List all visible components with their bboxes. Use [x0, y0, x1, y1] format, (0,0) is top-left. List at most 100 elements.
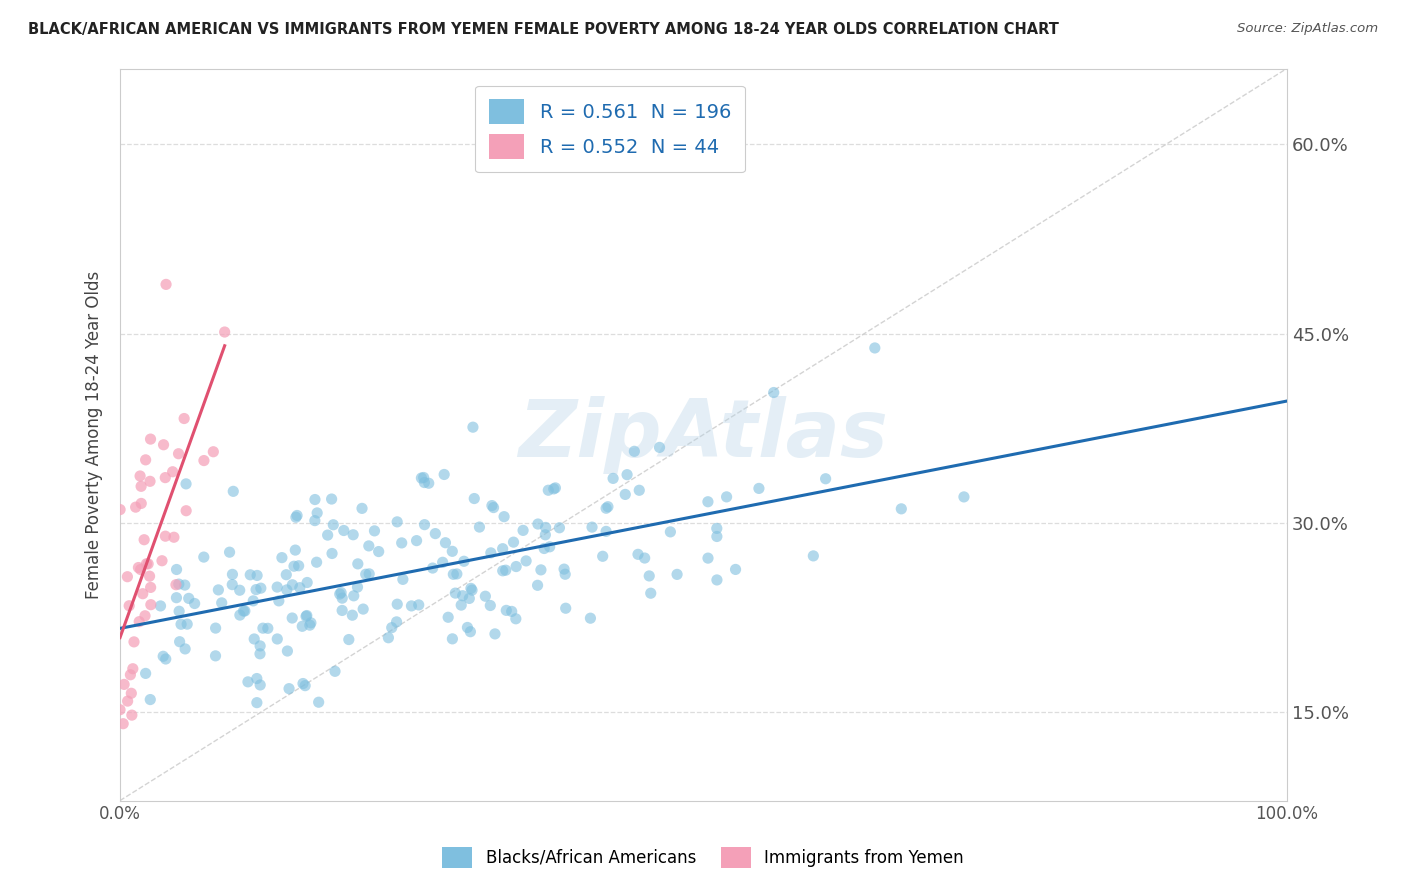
Point [256, 621, 278, 635]
Point [474, 589, 496, 603]
Point [139, 475, 162, 489]
Point [166, 562, 188, 576]
Point [155, 277, 177, 292]
Point [167, 577, 190, 591]
Point [444, 586, 467, 600]
Point [174, 641, 197, 656]
Point [502, 535, 524, 549]
Point [716, 490, 738, 504]
Point [441, 544, 464, 558]
Point [890, 501, 912, 516]
Point [333, 524, 356, 538]
Point [292, 676, 315, 690]
Point [581, 520, 603, 534]
Point [135, 453, 157, 467]
Point [697, 494, 720, 508]
Point [461, 420, 484, 434]
Point [408, 598, 430, 612]
Point [495, 563, 517, 577]
Point [468, 520, 491, 534]
Point [249, 647, 271, 661]
Point [239, 567, 262, 582]
Point [288, 581, 311, 595]
Point [595, 501, 617, 516]
Point [495, 603, 517, 617]
Point [232, 604, 254, 618]
Point [543, 482, 565, 496]
Y-axis label: Female Poverty Among 18-24 Year Olds: Female Poverty Among 18-24 Year Olds [86, 270, 103, 599]
Point [174, 476, 197, 491]
Point [648, 441, 671, 455]
Point [413, 475, 436, 490]
Point [537, 483, 560, 498]
Point [218, 545, 240, 559]
Point [285, 508, 308, 523]
Point [162, 465, 184, 479]
Point [128, 615, 150, 629]
Point [284, 510, 307, 524]
Point [136, 557, 159, 571]
Point [222, 484, 245, 499]
Point [512, 524, 534, 538]
Point [139, 598, 162, 612]
Point [134, 608, 156, 623]
Point [460, 624, 482, 639]
Point [501, 604, 523, 618]
Point [425, 526, 447, 541]
Point [616, 467, 638, 482]
Point [329, 587, 352, 601]
Point [953, 490, 976, 504]
Point [167, 447, 190, 461]
Point [482, 500, 505, 515]
Point [155, 470, 177, 484]
Point [534, 520, 557, 534]
Point [391, 536, 413, 550]
Point [706, 529, 728, 543]
Point [298, 618, 321, 632]
Point [129, 562, 152, 576]
Text: ZipAtlas: ZipAtlas [519, 395, 889, 474]
Point [441, 632, 464, 646]
Point [706, 521, 728, 535]
Point [204, 621, 226, 635]
Point [108, 703, 131, 717]
Point [433, 467, 456, 482]
Point [304, 514, 326, 528]
Point [548, 521, 571, 535]
Point [350, 501, 373, 516]
Point [287, 558, 309, 573]
Point [139, 692, 162, 706]
Point [634, 551, 657, 566]
Point [193, 453, 215, 467]
Point [283, 559, 305, 574]
Point [307, 506, 329, 520]
Point [342, 527, 364, 541]
Point [432, 555, 454, 569]
Point [405, 533, 427, 548]
Point [207, 582, 229, 597]
Point [614, 487, 637, 501]
Point [173, 578, 195, 592]
Point [481, 499, 503, 513]
Point [595, 524, 617, 539]
Point [278, 681, 301, 696]
Point [281, 611, 304, 625]
Point [863, 341, 886, 355]
Point [381, 621, 404, 635]
Point [134, 533, 156, 547]
Point [579, 611, 602, 625]
Point [117, 694, 139, 708]
Point [276, 582, 298, 597]
Point [266, 632, 288, 646]
Point [530, 563, 553, 577]
Point [505, 559, 527, 574]
Point [236, 674, 259, 689]
Point [271, 550, 294, 565]
Point [762, 385, 785, 400]
Point [377, 631, 399, 645]
Point [367, 544, 389, 558]
Point [165, 577, 187, 591]
Point [418, 476, 440, 491]
Point [330, 603, 353, 617]
Point [174, 504, 197, 518]
